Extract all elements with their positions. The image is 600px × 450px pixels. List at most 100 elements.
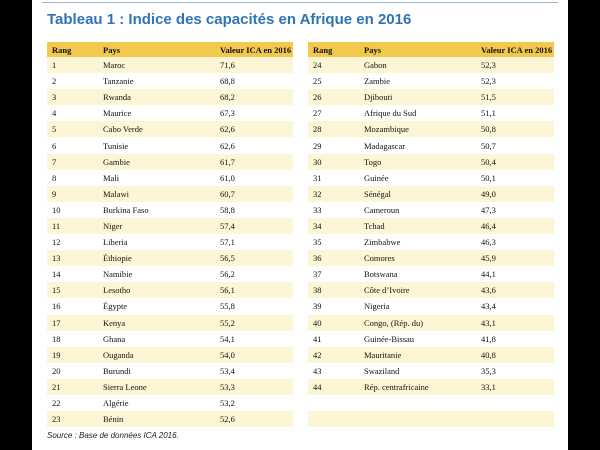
table-row: 9 Malawi 60,7 <box>47 185 293 202</box>
empty-cell <box>453 411 554 428</box>
table-row: 20 Burundi 53,4 <box>47 362 293 379</box>
rank-cell: 37 <box>308 266 359 283</box>
table-row: 12 Liberia 57,1 <box>47 234 293 251</box>
rank-cell: 35 <box>308 234 359 251</box>
value-cell: 54,0 <box>192 346 293 363</box>
country-cell: Burundi <box>98 362 192 379</box>
table-row: 25 Zambie 52,3 <box>308 73 554 90</box>
country-cell: Djibouti <box>359 89 453 106</box>
rank-cell: 19 <box>47 346 98 363</box>
table-row: 39 Nigeria 43,4 <box>308 298 554 315</box>
rank-cell: 8 <box>47 169 98 186</box>
rank-cell: 26 <box>308 89 359 106</box>
rank-cell: 12 <box>47 234 98 251</box>
rank-cell: 41 <box>308 330 359 347</box>
value-cell: 55,8 <box>192 298 293 315</box>
value-cell: 52,3 <box>453 57 554 74</box>
value-cell: 54,1 <box>192 330 293 347</box>
rank-cell: 27 <box>308 105 359 122</box>
value-cell: 35,3 <box>453 362 554 379</box>
empty-cell <box>308 411 359 428</box>
country-cell: Guinée <box>359 169 453 186</box>
rank-cell: 9 <box>47 185 98 202</box>
value-cell: 40,8 <box>453 346 554 363</box>
table-row: 31 Guinée 50,1 <box>308 169 554 186</box>
rank-cell: 1 <box>47 57 98 74</box>
table-row: 23 Bénin 52,6 <box>47 411 293 428</box>
country-cell: Gambie <box>98 153 192 170</box>
table-row: 14 Namibie 56,2 <box>47 266 293 283</box>
value-cell: 56,1 <box>192 282 293 299</box>
value-cell: 46,3 <box>453 234 554 251</box>
table-row: 3 Rwanda 68,2 <box>47 89 293 106</box>
country-cell: Botswana <box>359 266 453 283</box>
value-cell: 50,7 <box>453 137 554 154</box>
country-cell: Burkina Faso <box>98 201 192 218</box>
value-cell: 51,5 <box>453 89 554 106</box>
rank-cell: 17 <box>47 314 98 331</box>
empty-row <box>308 411 554 428</box>
country-cell: Madagascar <box>359 137 453 154</box>
table-row: 32 Sénégal 49,0 <box>308 185 554 202</box>
top-rule <box>42 2 558 3</box>
country-cell: Sénégal <box>359 185 453 202</box>
header-row: Rang Pays Valeur ICA en 2016 <box>47 42 293 57</box>
country-cell: Bénin <box>98 411 192 428</box>
value-cell: 61,0 <box>192 169 293 186</box>
country-cell: Malawi <box>98 185 192 202</box>
table-row: 22 Algérie 53,2 <box>47 394 293 412</box>
value-cell: 52,6 <box>192 411 293 428</box>
table-row: 5 Cabo Verde 62,6 <box>47 121 293 138</box>
rank-cell: 18 <box>47 330 98 347</box>
rank-cell: 2 <box>47 73 98 90</box>
rank-cell: 6 <box>47 137 98 154</box>
value-cell: 62,6 <box>192 137 293 154</box>
rank-cell: 36 <box>308 250 359 267</box>
value-cell: 58,8 <box>192 201 293 218</box>
table-row: 24 Gabon 52,3 <box>308 57 554 74</box>
country-cell: Namibie <box>98 266 192 283</box>
table-row: 43 Swaziland 35,3 <box>308 362 554 379</box>
value-cell: 60,7 <box>192 185 293 202</box>
rank-cell: 34 <box>308 217 359 235</box>
header-value: Valeur ICA en 2016 <box>453 42 554 57</box>
rank-cell: 15 <box>47 282 98 299</box>
rank-cell: 31 <box>308 169 359 186</box>
country-cell: Togo <box>359 153 453 170</box>
rank-cell: 22 <box>47 394 98 412</box>
table-row: 8 Mali 61,0 <box>47 169 293 186</box>
empty-cell <box>359 394 453 412</box>
rank-cell: 32 <box>308 185 359 202</box>
rank-cell: 43 <box>308 362 359 379</box>
value-cell: 41,8 <box>453 330 554 347</box>
value-cell: 33,1 <box>453 378 554 395</box>
rank-cell: 24 <box>308 57 359 74</box>
country-cell: Zambie <box>359 73 453 90</box>
country-cell: Rép. centrafricaine <box>359 378 453 395</box>
rank-cell: 4 <box>47 105 98 122</box>
value-cell: 43,1 <box>453 314 554 331</box>
country-cell: Swaziland <box>359 362 453 379</box>
table-row: 42 Mauritanie 40,8 <box>308 346 554 363</box>
table-row: 21 Sierra Leone 53,3 <box>47 378 293 395</box>
country-cell: Égypte <box>98 298 192 315</box>
table-row: 28 Mozambique 50,8 <box>308 121 554 138</box>
rank-cell: 3 <box>47 89 98 106</box>
value-cell: 50,4 <box>453 153 554 170</box>
country-cell: Mauritanie <box>359 346 453 363</box>
table-row: 36 Comores 45,9 <box>308 250 554 267</box>
rank-cell: 10 <box>47 201 98 218</box>
table-row: 37 Botswana 44,1 <box>308 266 554 283</box>
country-cell: Gabon <box>359 57 453 74</box>
table-row: 26 Djibouti 51,5 <box>308 89 554 106</box>
country-cell: Maroc <box>98 57 192 74</box>
table-row: 11 Niger 57,4 <box>47 217 293 235</box>
country-cell: Rwanda <box>98 89 192 106</box>
country-cell: Kenya <box>98 314 192 331</box>
source-note: Source : Base de données ICA 2016. <box>47 431 179 440</box>
document-page: Tableau 1 : Indice des capacités en Afri… <box>32 0 568 450</box>
table-row: 16 Égypte 55,8 <box>47 298 293 315</box>
country-cell: Liberia <box>98 234 192 251</box>
country-cell: Zimbabwe <box>359 234 453 251</box>
value-cell: 57,1 <box>192 234 293 251</box>
